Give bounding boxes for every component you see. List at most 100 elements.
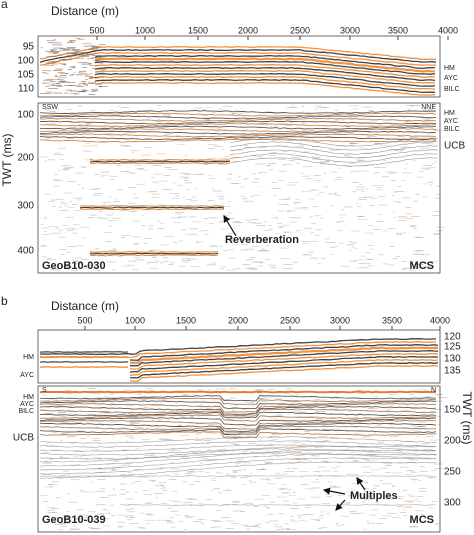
noise bbox=[132, 269, 139, 270]
noise bbox=[161, 162, 169, 163]
noise bbox=[44, 412, 52, 414]
reflector bbox=[39, 419, 437, 430]
noise bbox=[119, 493, 126, 495]
noise bbox=[435, 230, 444, 232]
noise bbox=[82, 145, 89, 147]
noise bbox=[59, 236, 66, 238]
noise bbox=[170, 510, 178, 512]
noise bbox=[139, 512, 145, 514]
noise bbox=[172, 182, 177, 184]
noise bbox=[98, 513, 106, 514]
noise bbox=[361, 191, 364, 192]
noise bbox=[56, 198, 64, 200]
noise bbox=[402, 506, 413, 508]
noise bbox=[230, 240, 236, 241]
noise bbox=[80, 491, 91, 493]
noise bbox=[183, 178, 189, 180]
noise bbox=[244, 402, 254, 403]
noise bbox=[63, 49, 70, 51]
noise bbox=[345, 491, 350, 493]
noise bbox=[300, 106, 305, 107]
noise bbox=[426, 119, 429, 121]
noise bbox=[128, 260, 137, 262]
noise bbox=[53, 53, 58, 54]
noise bbox=[288, 494, 292, 496]
noise bbox=[96, 58, 99, 60]
noise bbox=[303, 514, 314, 515]
noise bbox=[184, 206, 192, 207]
noise bbox=[344, 166, 353, 167]
noise bbox=[98, 62, 104, 64]
reflector bbox=[94, 72, 436, 87]
noise bbox=[175, 195, 180, 196]
noise bbox=[59, 522, 67, 524]
noise bbox=[242, 408, 247, 410]
noise bbox=[44, 486, 52, 488]
noise bbox=[153, 173, 163, 175]
noise bbox=[226, 238, 234, 240]
noise bbox=[143, 238, 153, 239]
noise bbox=[171, 462, 174, 464]
noise bbox=[44, 72, 49, 74]
noise bbox=[403, 428, 410, 429]
noise bbox=[132, 220, 141, 222]
noise bbox=[147, 262, 158, 263]
noise bbox=[364, 491, 368, 492]
noise bbox=[378, 254, 384, 256]
noise bbox=[190, 432, 199, 434]
reflector bbox=[39, 110, 436, 115]
noise bbox=[58, 412, 66, 413]
noise bbox=[361, 263, 371, 264]
noise bbox=[372, 487, 376, 489]
noise bbox=[99, 497, 109, 498]
noise bbox=[128, 202, 136, 204]
noise bbox=[127, 515, 134, 516]
noise bbox=[182, 260, 191, 261]
noise bbox=[349, 163, 357, 164]
noise bbox=[155, 485, 165, 487]
noise bbox=[367, 522, 375, 524]
noise bbox=[47, 484, 53, 485]
noise bbox=[232, 410, 235, 411]
noise bbox=[63, 169, 69, 171]
noise bbox=[254, 178, 260, 180]
noise bbox=[88, 414, 96, 415]
x-tick-label: 4000 bbox=[438, 25, 458, 35]
noise bbox=[220, 399, 230, 401]
arrow bbox=[335, 499, 346, 511]
noise bbox=[97, 398, 103, 400]
noise bbox=[340, 515, 350, 517]
noise bbox=[89, 65, 99, 66]
noise bbox=[42, 70, 49, 71]
noise bbox=[98, 56, 106, 57]
noise bbox=[44, 460, 47, 462]
noise bbox=[134, 125, 144, 126]
noise bbox=[83, 130, 87, 132]
noise bbox=[244, 476, 253, 477]
noise bbox=[384, 496, 387, 498]
noise bbox=[399, 217, 410, 219]
noise bbox=[40, 245, 47, 247]
noise bbox=[289, 519, 294, 521]
noise bbox=[395, 498, 403, 499]
reflector bbox=[39, 394, 437, 402]
noise bbox=[363, 196, 373, 198]
noise bbox=[242, 453, 248, 455]
noise bbox=[258, 172, 267, 173]
noise bbox=[256, 407, 260, 408]
noise bbox=[375, 523, 383, 524]
noise bbox=[415, 253, 424, 255]
noise bbox=[79, 70, 87, 72]
noise bbox=[131, 210, 138, 212]
noise bbox=[106, 513, 111, 514]
noise bbox=[213, 138, 222, 140]
noise bbox=[50, 51, 61, 52]
noise bbox=[129, 172, 136, 174]
noise bbox=[64, 522, 70, 524]
noise bbox=[146, 513, 152, 515]
noise bbox=[120, 107, 130, 108]
noise bbox=[99, 142, 107, 143]
noise bbox=[46, 413, 54, 414]
noise bbox=[338, 167, 342, 169]
noise bbox=[292, 451, 301, 453]
